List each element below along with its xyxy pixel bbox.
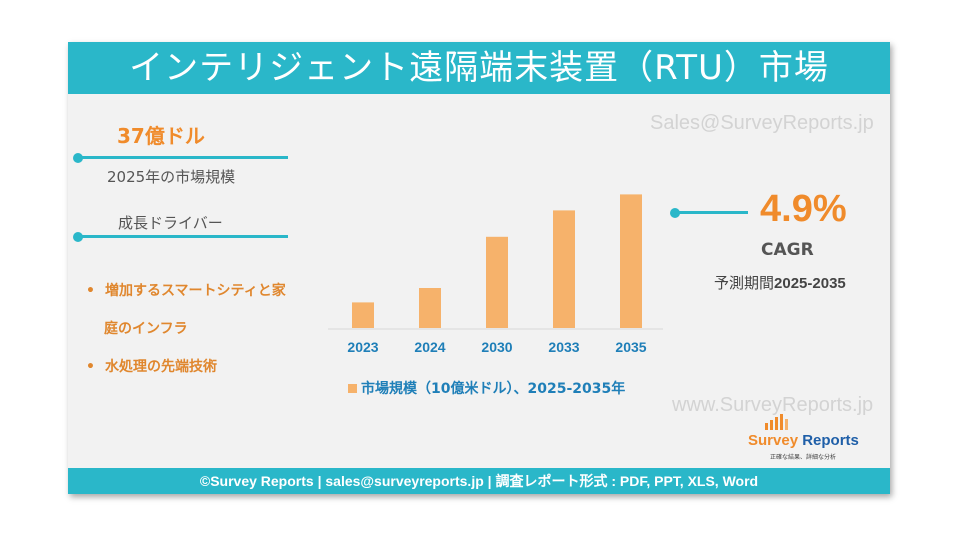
footer-bar: ©Survey Reports | sales@surveyreports.jp… bbox=[68, 468, 890, 494]
x-tick-label: 2033 bbox=[548, 339, 579, 355]
forecast-period-label: 予測期間 bbox=[714, 274, 775, 292]
x-tick-group: 2023 2024 2030 2033 2035 bbox=[347, 339, 646, 355]
page-title: インテリジェント遠隔端末装置（RTU）市場 bbox=[68, 42, 890, 94]
forecast-period-years: 2025-2035 bbox=[774, 275, 846, 292]
driver-item: • 増加するスマートシティと家 bbox=[86, 283, 286, 299]
accent-line-cagr bbox=[675, 211, 748, 214]
drivers-title: 成長ドライバー bbox=[118, 214, 223, 232]
market-size-value: 37億ドル bbox=[117, 124, 205, 148]
x-tick-label: 2023 bbox=[347, 339, 378, 355]
cagr-label: CAGR bbox=[761, 240, 814, 260]
accent-line-drivers bbox=[78, 235, 288, 238]
bar-chart-logo-icon bbox=[765, 414, 788, 430]
bar-2033 bbox=[553, 210, 575, 328]
survey-reports-logo: Survey Reports 正確な結果、詳細な分析 bbox=[748, 414, 868, 464]
market-size-label: 2025年の市場規模 bbox=[107, 168, 236, 186]
bar-2024 bbox=[419, 288, 441, 328]
driver-item: • 水処理の先端技術 bbox=[86, 359, 217, 375]
x-tick-label: 2024 bbox=[414, 339, 445, 355]
driver-item-continued: 庭のインフラ bbox=[104, 321, 188, 337]
chart-legend: 市場規模（10億米ドル）、2025-2035年 bbox=[348, 378, 625, 398]
watermark-url: www.SurveyReports.jp bbox=[672, 394, 874, 416]
bar-2023 bbox=[352, 302, 374, 328]
bar-2035 bbox=[620, 194, 642, 328]
bar-chart: 2023 2024 2030 2033 2035 bbox=[328, 194, 663, 355]
bar-2030 bbox=[486, 236, 508, 328]
accent-line-market bbox=[78, 156, 288, 159]
infographic-card: インテリジェント遠隔端末装置（RTU）市場 Sales@SurveyReport… bbox=[68, 42, 890, 494]
logo-text: Survey Reports bbox=[748, 432, 859, 449]
watermark-email: Sales@SurveyReports.jp bbox=[650, 112, 874, 134]
bar-group bbox=[352, 194, 642, 328]
forecast-period: 予測期間2025-2035 bbox=[714, 272, 846, 293]
cagr-value: 4.9% bbox=[760, 188, 847, 230]
x-tick-label: 2035 bbox=[615, 339, 646, 355]
x-tick-label: 2030 bbox=[481, 339, 512, 355]
legend-label: 市場規模（10億米ドル）、2025-2035年 bbox=[361, 381, 626, 397]
logo-tagline: 正確な結果、詳細な分析 bbox=[770, 454, 837, 461]
legend-swatch bbox=[348, 384, 357, 393]
